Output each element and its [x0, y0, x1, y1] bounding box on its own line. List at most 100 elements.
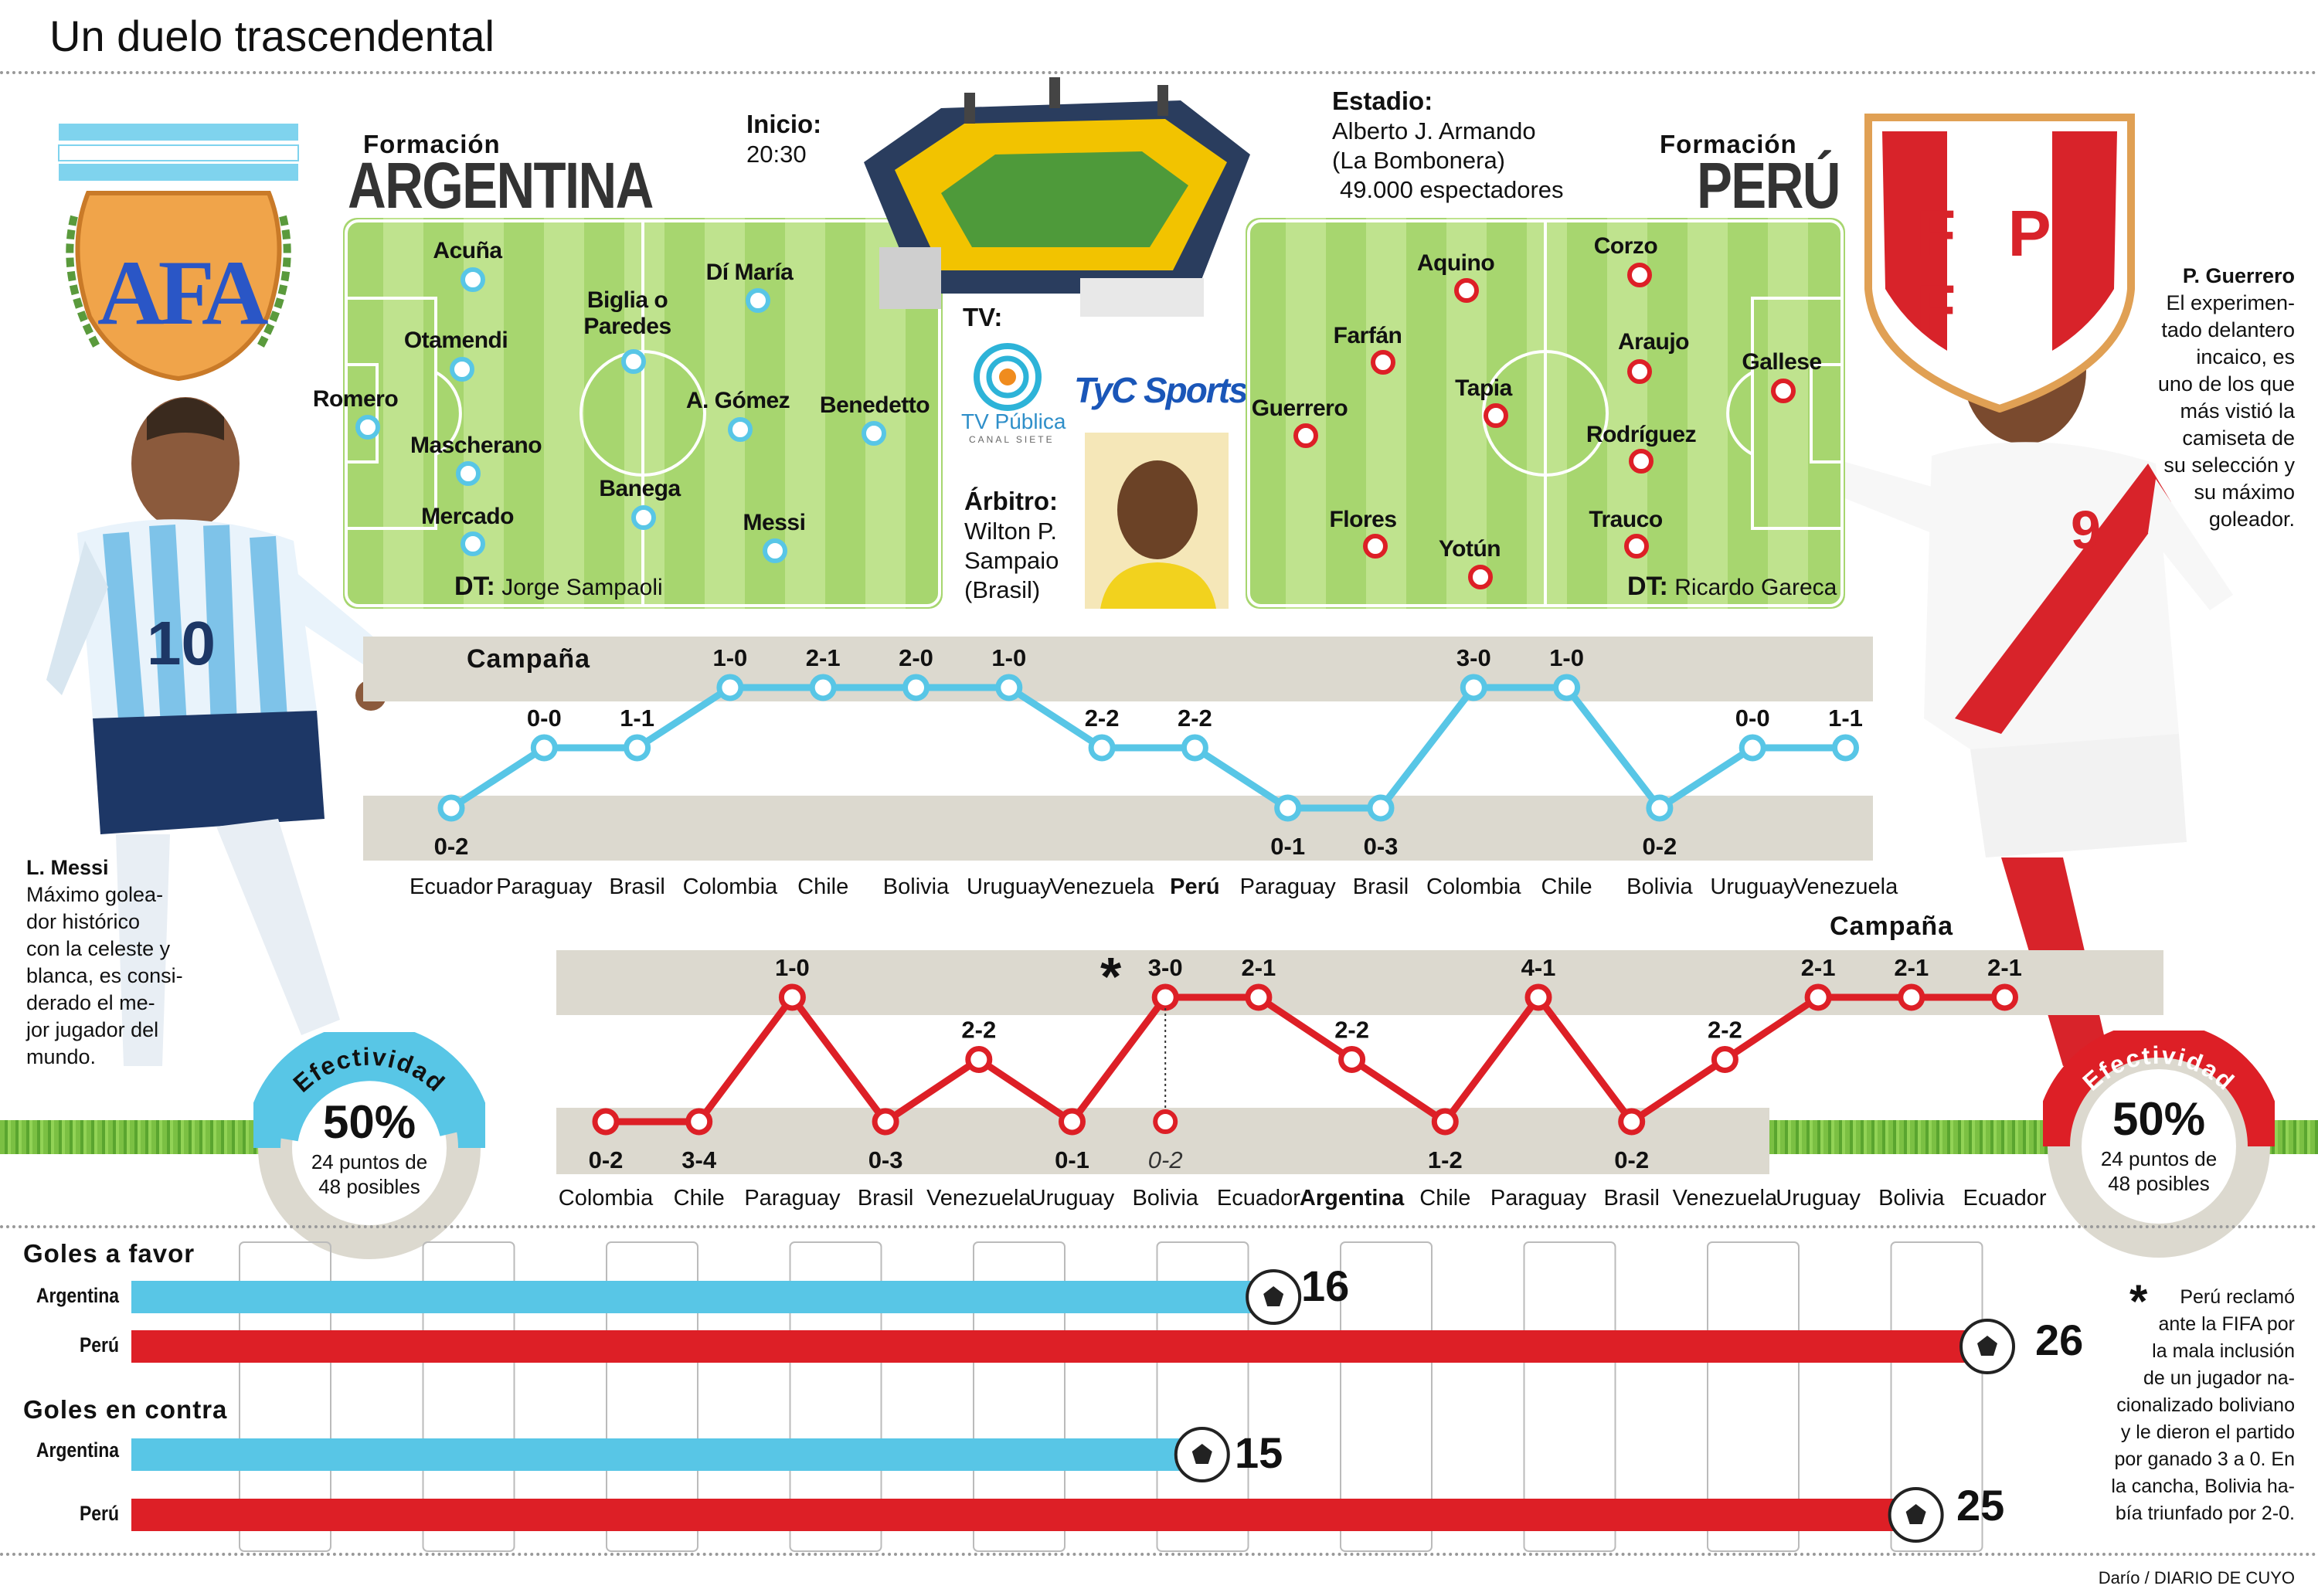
- chart-arg-category-label: Paraguay: [496, 874, 593, 899]
- per-chart-band-top: [556, 950, 2163, 1015]
- chart-per-point: [1618, 1108, 1646, 1136]
- player-arg-5: Biglia o Paredes: [583, 287, 671, 339]
- chart-per-result-label: 2-1: [1241, 954, 1276, 981]
- messi-photo: 10: [31, 386, 433, 1128]
- chart-per-category-label: Venezuela: [926, 1186, 1032, 1211]
- goals-bar-2: [131, 1438, 1202, 1471]
- goals-against-arg-label: Argentina: [36, 1438, 119, 1462]
- player-per-10: Yotún: [1438, 536, 1501, 562]
- player-dot: [1454, 278, 1479, 303]
- top-divider: [0, 71, 2318, 74]
- player-dot: [1484, 403, 1508, 428]
- goals-for-per-value: 26: [2035, 1316, 2084, 1364]
- stadium-image: [848, 62, 1258, 329]
- player-dot: [728, 417, 753, 442]
- player-dot: [1363, 534, 1388, 559]
- afa-crest: AFA: [51, 124, 306, 386]
- arg-chart-band-bottom: [363, 796, 1873, 861]
- player-per-3: Araujo: [1617, 329, 1690, 355]
- per-efectividad-line2: 48 posibles: [2108, 1172, 2210, 1195]
- player-per-9: Trauco: [1589, 507, 1663, 532]
- player-dot: [1627, 359, 1652, 384]
- per-pitch: [1246, 218, 1845, 609]
- chart-arg-point: [1367, 794, 1395, 822]
- chart-per-point: [1991, 983, 2018, 1011]
- chart-per-point: [965, 1046, 993, 1073]
- chart-arg-point: [995, 674, 1023, 701]
- chart-arg-point: [809, 674, 837, 701]
- goals-against-label: Goles en contra: [23, 1395, 228, 1424]
- per-efectividad-line1: 24 puntos de: [2100, 1147, 2218, 1170]
- chart-arg-result-label: 2-0: [899, 644, 933, 671]
- chart-per-result-label: 1-0: [775, 954, 810, 981]
- chart-per-series-line: [606, 993, 2005, 1126]
- chart-per-category-label: Brasil: [1603, 1186, 1660, 1211]
- chart-arg-point: [1088, 734, 1116, 762]
- player-arg-0: Acuña: [433, 238, 502, 263]
- chart-per-result-label: 2-2: [1334, 1017, 1369, 1044]
- chart-per-point: [1524, 983, 1552, 1011]
- player-dot: [1468, 565, 1493, 589]
- chart-per-point: [592, 1108, 620, 1136]
- tv-label: TV:: [963, 303, 1003, 331]
- arg-chart-title: Campaña: [467, 644, 591, 674]
- footnote-mark: *: [2129, 1275, 2148, 1327]
- player-per-6: Tapia: [1455, 375, 1512, 401]
- chart-arg-result-label: 0-0: [527, 705, 562, 732]
- grid-column: [239, 1241, 331, 1552]
- chart-per-category-label: Ecuador: [1963, 1186, 2046, 1211]
- chart-arg-point: [716, 674, 744, 701]
- chart-arg-category-label: Venezuela: [1049, 874, 1154, 899]
- referee-info: Árbitro: Wilton P. Sampaio (Brasil): [964, 487, 1059, 605]
- chart-arg-result-label: 1-0: [712, 644, 747, 671]
- credit: Darío / DIARIO DE CUYO: [2098, 1568, 2295, 1588]
- grid-column: [1156, 1241, 1249, 1552]
- player-arg-7: Dí María: [705, 260, 794, 285]
- chart-arg-category-label: Uruguay: [1710, 874, 1795, 899]
- grass-left: [0, 1120, 270, 1154]
- chart-arg-result-label: 0-2: [1642, 833, 1677, 860]
- chart-per-result-label: 0-2: [589, 1146, 624, 1173]
- chart-per-result-label: 2-1: [1801, 954, 1836, 981]
- soccer-ball-patch: [1191, 1444, 1212, 1464]
- arg-pitch: [343, 218, 943, 609]
- player-per-4: Gallese: [1742, 349, 1822, 375]
- arg-coach-name: Jorge Sampaoli: [501, 575, 663, 600]
- chart-per-point: [778, 983, 806, 1011]
- soccer-ball-patch: [1977, 1336, 1997, 1356]
- goals-divider: [0, 1225, 2318, 1228]
- player-arg-9: Messi: [743, 510, 806, 535]
- referee-line-2: (Brasil): [964, 576, 1041, 603]
- chart-arg-category-label: Colombia: [683, 874, 778, 899]
- player-per-5: Guerrero: [1251, 396, 1348, 421]
- chart-arg-point: [902, 674, 930, 701]
- player-dot: [1293, 423, 1318, 448]
- player-arg-6: Banega: [599, 476, 681, 501]
- guerrero-note: P. Guerrero El experimen- tado delantero…: [2157, 264, 2295, 531]
- kickoff-time: 20:30: [746, 141, 807, 168]
- goals-for-arg-label: Argentina: [36, 1284, 119, 1307]
- chart-arg-category-label: Perú: [1170, 874, 1219, 899]
- chart-arg-point: [530, 734, 558, 762]
- chart-per-result-label: 0-2: [1614, 1146, 1649, 1173]
- goals-against-per-value: 25: [1956, 1481, 2005, 1530]
- chart-per-result-label: 0-1: [1055, 1146, 1089, 1173]
- arg-coach-label: DT:: [454, 572, 495, 601]
- player-arg-1: Otamendi: [403, 328, 508, 353]
- per-pitch-lines: [1247, 219, 1844, 607]
- chart-arg-category-label: Chile: [797, 874, 848, 899]
- player-arg-8: A. Gómez: [685, 388, 790, 413]
- chart-arg-category-label: Bolivia: [883, 874, 950, 899]
- chart-per-result-label: 2-1: [1894, 954, 1929, 981]
- chart-arg-result-label: 1-1: [1828, 705, 1863, 732]
- chart-per-result-label: 2-1: [1987, 954, 2022, 981]
- chart-arg-result-label: 0-1: [1270, 833, 1305, 860]
- player-per-7: Rodríguez: [1586, 422, 1697, 447]
- chart-arg-category-label: Ecuador: [410, 874, 493, 899]
- chart-per-point: [685, 1108, 713, 1136]
- arg-chart-band-top: [363, 637, 1873, 701]
- player-dot: [461, 531, 485, 556]
- player-dot: [746, 288, 770, 313]
- per-formation-label: Formación: [1660, 130, 1797, 158]
- chart-arg-series-line: [449, 684, 1846, 812]
